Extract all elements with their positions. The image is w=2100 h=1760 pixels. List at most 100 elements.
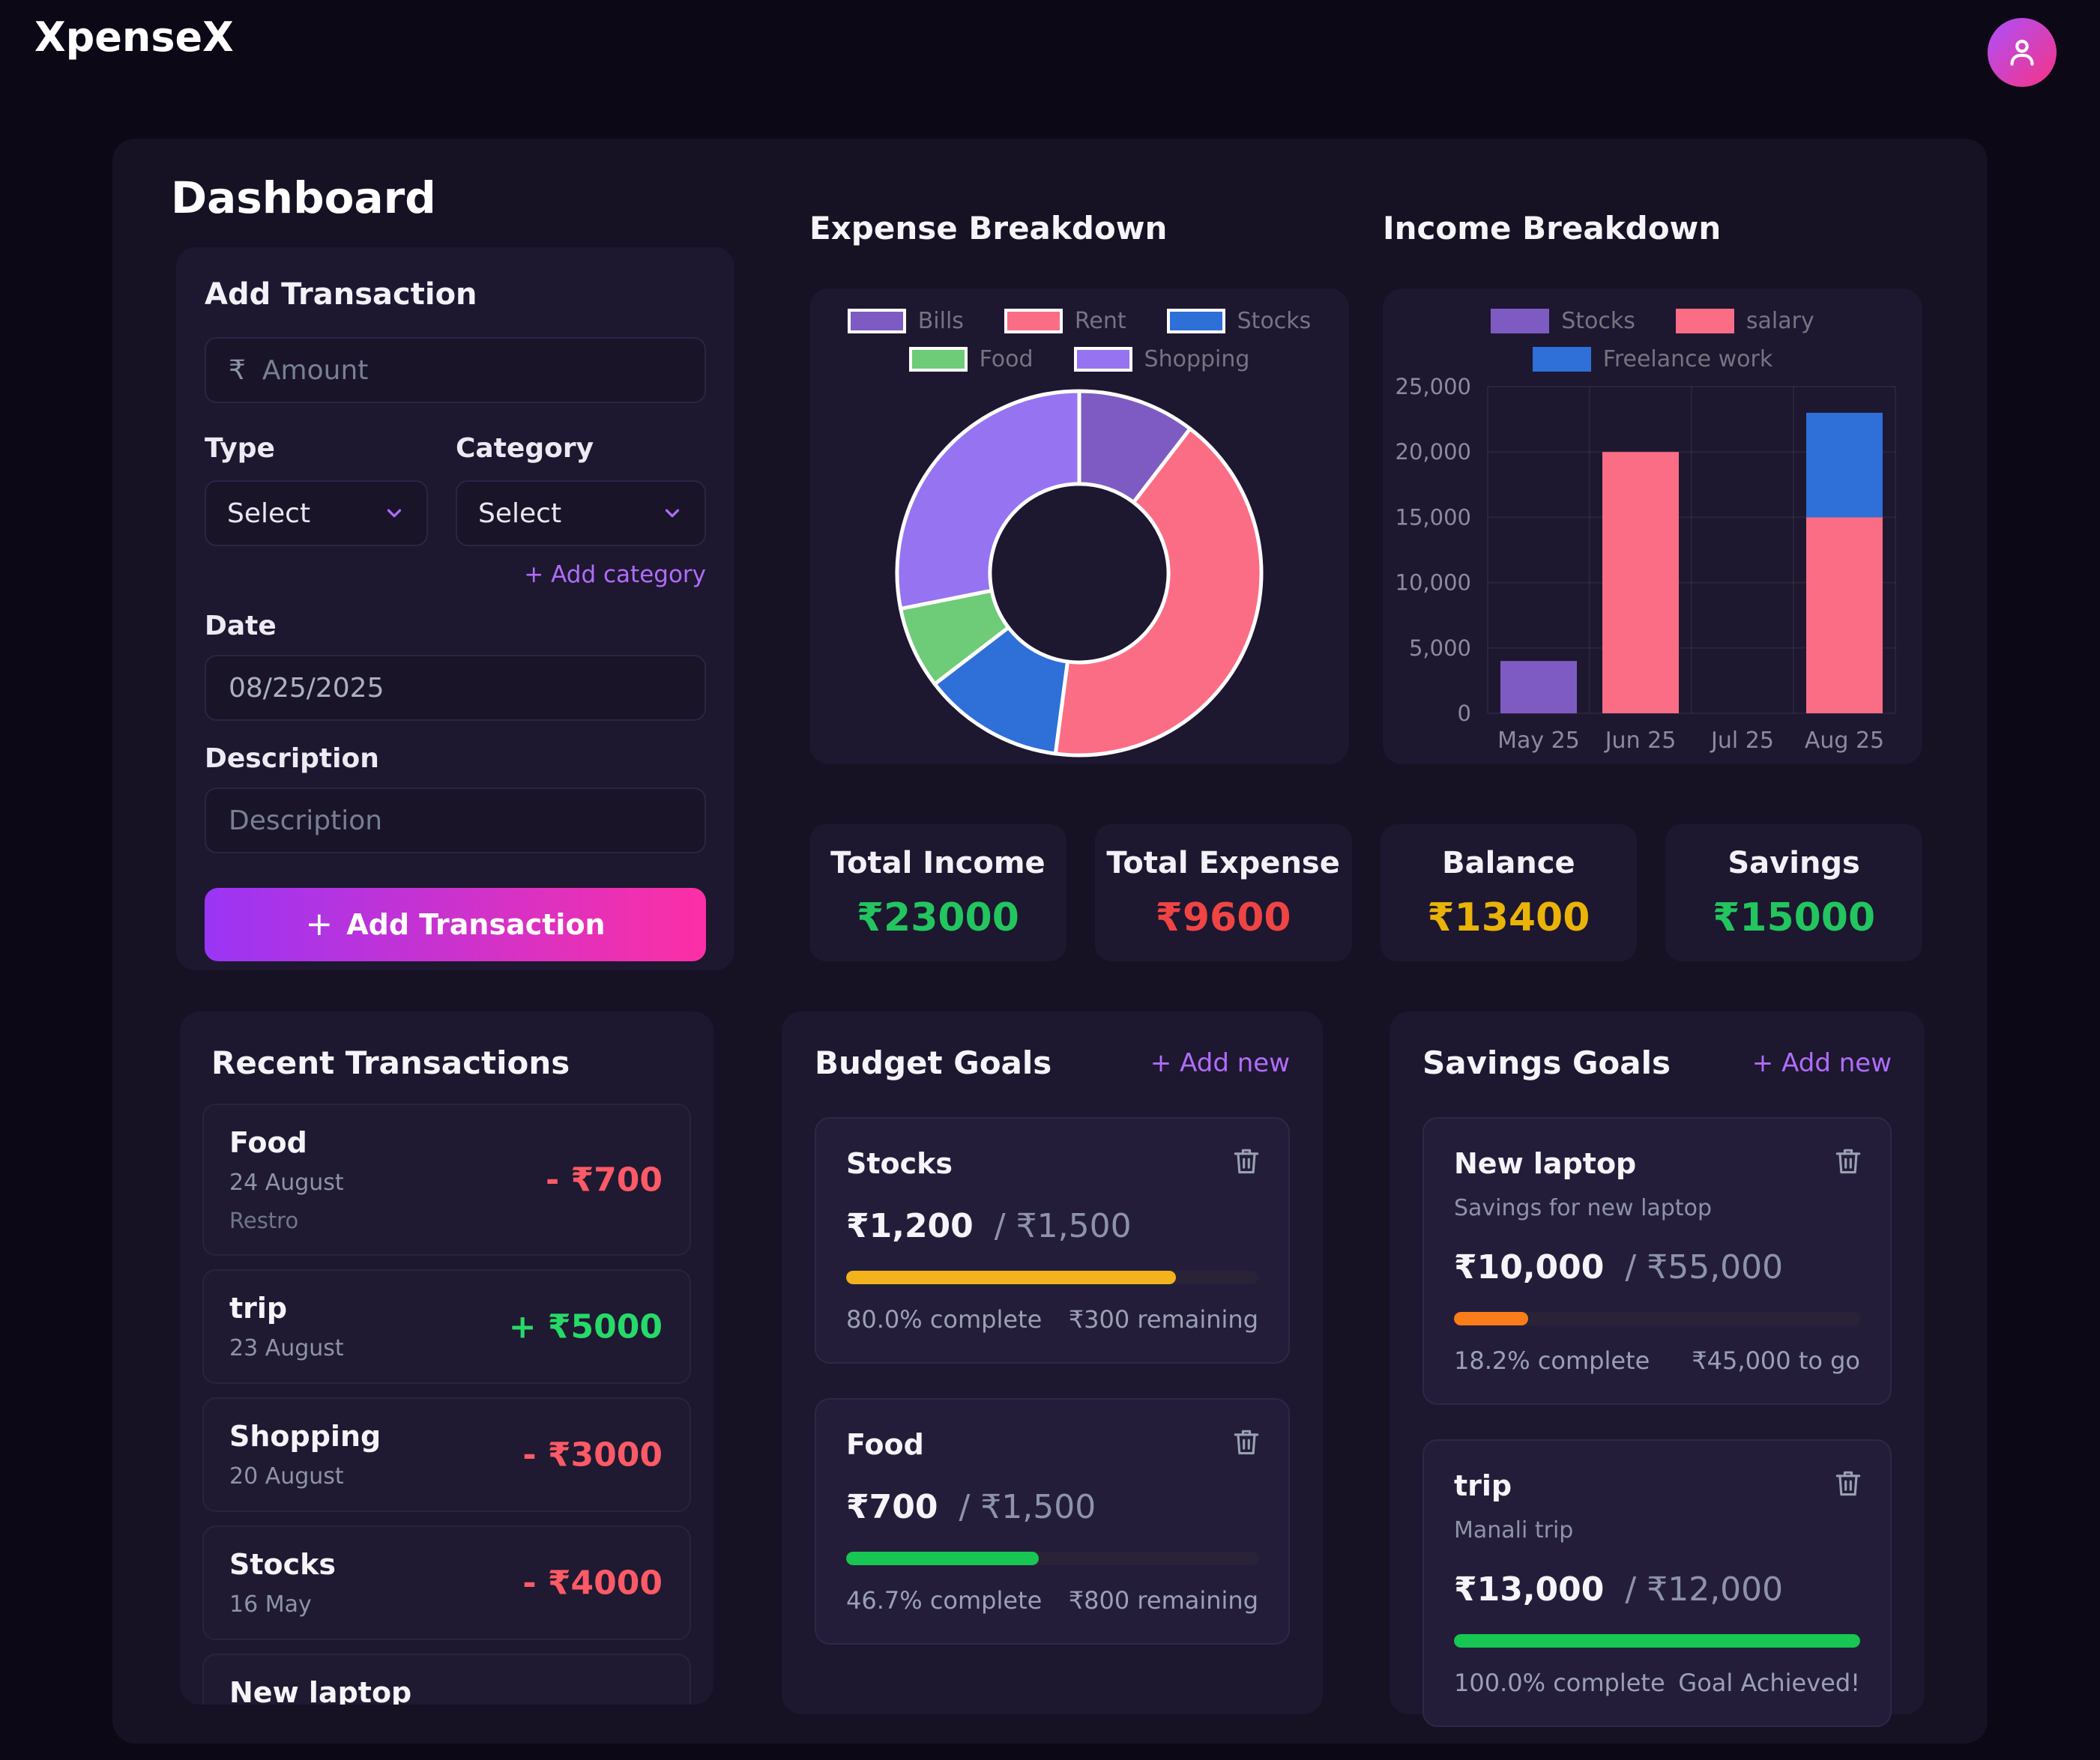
expense-donut-chart[interactable]: [809, 288, 1349, 764]
transaction-row: Stocks 16 May - ₹4000: [202, 1525, 691, 1640]
trash-icon: [1234, 1430, 1259, 1455]
axis-tick-label: May 25: [1497, 728, 1580, 754]
progress-bar: [1454, 1312, 1860, 1325]
description-field[interactable]: [205, 787, 706, 853]
legend-swatch: [1675, 309, 1734, 333]
user-icon: [2010, 39, 2034, 66]
date-input[interactable]: [229, 672, 682, 704]
axis-tick-label: 5,000: [1409, 635, 1471, 661]
goal-percent: 18.2% complete: [1454, 1346, 1650, 1375]
trash-icon: [1835, 1149, 1861, 1174]
goal-remaining: Goal Achieved!: [1678, 1669, 1860, 1697]
transaction-row: Food 24 August Restro - ₹700: [202, 1104, 691, 1256]
add-transaction-panel: Add Transaction ₹ Type Select Category S…: [176, 247, 734, 970]
savings-card: Savings ₹15000: [1665, 824, 1922, 961]
axis-tick-label: Jun 25: [1604, 728, 1677, 754]
legend-label: salary: [1746, 308, 1814, 334]
budget-goal-card: Food ₹700 / ₹1,500 46.7% complete ₹800 r…: [815, 1398, 1290, 1645]
budget-add-new-link[interactable]: + Add new: [1150, 1047, 1290, 1078]
bar-segment-salary[interactable]: [1602, 452, 1679, 713]
goal-remaining: ₹800 remaining: [1068, 1586, 1258, 1615]
transaction-amount: - ₹3000: [522, 1436, 663, 1474]
legend-label: Stocks: [1237, 308, 1312, 334]
legend-swatch: [1073, 347, 1132, 372]
goal-remaining: ₹45,000 to go: [1692, 1346, 1860, 1375]
delete-goal-button[interactable]: [1230, 1425, 1263, 1458]
chevron-down-icon: [665, 509, 680, 518]
goal-percent: 100.0% complete: [1454, 1669, 1665, 1697]
transaction-amount: + ₹5000: [508, 1307, 663, 1346]
type-label: Type: [205, 433, 275, 464]
trash-icon: [1835, 1471, 1861, 1496]
legend-swatch: [847, 309, 906, 333]
description-label: Description: [205, 743, 379, 774]
savings-goal-card: trip Manali trip ₹13,000 / ₹12,000 100.0…: [1422, 1439, 1892, 1727]
delete-goal-button[interactable]: [1230, 1144, 1263, 1177]
transaction-row: New laptop 16 August savings for new lap…: [202, 1654, 691, 1705]
progress-bar: [846, 1271, 1258, 1284]
legend-swatch: [1491, 309, 1550, 333]
budget-goals-panel: Budget Goals + Add new Stocks ₹1,200 / ₹…: [782, 1011, 1323, 1714]
donut-slice-rent[interactable]: [1053, 426, 1264, 757]
date-label: Date: [205, 611, 277, 641]
category-select[interactable]: Select: [456, 480, 706, 546]
plus-icon: +: [305, 905, 334, 943]
progress-bar: [846, 1552, 1258, 1565]
expense-breakdown-panel: Bills Rent Stocks Food Shopping: [809, 288, 1349, 764]
legend-label: Shopping: [1144, 346, 1250, 372]
topbar: XpenseX: [0, 0, 2100, 97]
savings-goals-panel: Savings Goals + Add new New laptop Savin…: [1390, 1011, 1925, 1727]
axis-tick-label: 20,000: [1396, 439, 1471, 465]
legend-item[interactable]: Freelance work: [1532, 346, 1772, 372]
bar-segment-salary[interactable]: [1806, 517, 1883, 713]
legend-swatch: [1166, 309, 1225, 333]
legend-item[interactable]: Stocks: [1166, 308, 1312, 334]
delete-goal-button[interactable]: [1832, 1466, 1865, 1499]
legend-item[interactable]: Stocks: [1491, 308, 1635, 334]
description-input[interactable]: [229, 805, 682, 836]
transaction-row: trip 23 August + ₹5000: [202, 1269, 691, 1384]
transaction-amount: - ₹700: [545, 1161, 663, 1199]
transaction-amount: - ₹4000: [522, 1564, 663, 1602]
add-transaction-button[interactable]: + Add Transaction: [205, 888, 706, 961]
summary-row: Total Income ₹23000 Total Expense ₹9600 …: [809, 824, 1922, 961]
savings-goals-title: Savings Goals: [1422, 1044, 1671, 1081]
recent-transactions-panel: Recent Transactions Food 24 August Restr…: [180, 1011, 713, 1705]
donut-slice-shopping[interactable]: [895, 389, 1081, 611]
income-breakdown-panel: Stocks salary Freelance work 25,000 20,000 1…: [1383, 288, 1922, 764]
add-category-link[interactable]: + Add category: [524, 561, 706, 588]
savings-goal-card: New laptop Savings for new laptop ₹10,00…: [1422, 1117, 1892, 1405]
add-transaction-title: Add Transaction: [205, 277, 477, 312]
legend-label: Bills: [917, 308, 964, 334]
bar-segment-freelance-work[interactable]: [1806, 412, 1883, 518]
income-breakdown-title: Income Breakdown: [1383, 210, 1722, 247]
category-label: Category: [456, 433, 594, 464]
axis-tick-label: Jul 25: [1710, 728, 1774, 754]
trash-icon: [1234, 1149, 1259, 1174]
total-income-card: Total Income ₹23000: [809, 824, 1066, 961]
app-logo: XpenseX: [34, 13, 234, 61]
user-avatar[interactable]: [1988, 18, 2057, 87]
legend-label: Rent: [1074, 308, 1126, 334]
expense-breakdown-title: Expense Breakdown: [809, 210, 1168, 247]
legend-item[interactable]: Rent: [1004, 308, 1126, 334]
bar-segment-stocks[interactable]: [1500, 661, 1577, 713]
budget-goal-card: Stocks ₹1,200 / ₹1,500 80.0% complete ₹3…: [815, 1117, 1290, 1364]
amount-input[interactable]: [262, 354, 682, 386]
legend-item[interactable]: Bills: [847, 308, 964, 334]
legend-label: Food: [979, 346, 1034, 372]
total-expense-card: Total Expense ₹9600: [1094, 824, 1352, 961]
amount-field[interactable]: ₹: [205, 337, 706, 403]
legend-item[interactable]: salary: [1675, 308, 1814, 334]
budget-goals-title: Budget Goals: [815, 1044, 1052, 1081]
date-field[interactable]: [205, 655, 706, 721]
income-bar-chart[interactable]: 25,000 20,000 15,000 10,000 5,000 0 May 25 Jun …: [1383, 288, 1922, 764]
type-select[interactable]: Select: [205, 480, 428, 546]
legend-item[interactable]: Shopping: [1073, 346, 1250, 372]
axis-tick-label: Aug 25: [1805, 728, 1884, 754]
delete-goal-button[interactable]: [1832, 1144, 1865, 1177]
legend-item[interactable]: Food: [908, 346, 1034, 372]
income-chart-legend: Stocks salary Freelance work: [1383, 308, 1922, 372]
page-title: Dashboard: [171, 172, 436, 223]
savings-add-new-link[interactable]: + Add new: [1751, 1047, 1892, 1078]
